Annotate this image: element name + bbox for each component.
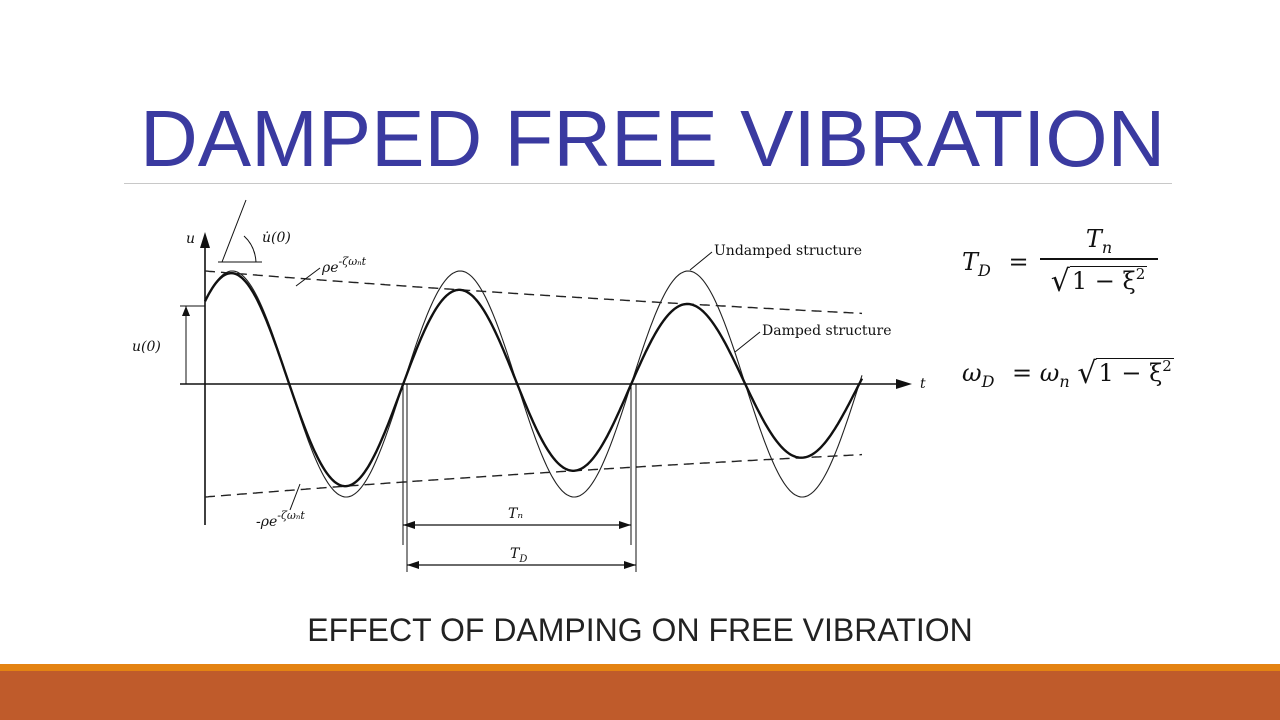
wd-rad-sup: 2 — [1162, 357, 1172, 375]
td-equals: = — [1008, 248, 1029, 276]
envelope-pos-exp: -ζωₙt — [339, 255, 367, 268]
wd-rhs-sub: n — [1059, 372, 1070, 391]
u-dot-0-label: u̇(0) — [262, 230, 291, 246]
envelope-positive — [204, 270, 863, 315]
radical-sign: √ — [1050, 264, 1070, 299]
td-arrow-right — [624, 561, 636, 569]
td-label-sub: D — [518, 554, 527, 565]
damped-leader — [734, 331, 761, 353]
tn-arrow-left — [403, 521, 415, 529]
u0-dimension-arrow — [182, 306, 190, 316]
td-arrow-left — [407, 561, 419, 569]
td-label-base: T — [510, 546, 521, 562]
slope-line — [221, 199, 247, 263]
td-den-sup: 2 — [1135, 265, 1146, 283]
t-axis-arrow — [896, 379, 912, 389]
wd-equals: = ω — [1012, 359, 1060, 387]
wd-rad: 1 − ξ — [1098, 359, 1163, 387]
td-rad-body: 1 − ξ2 — [1069, 265, 1148, 295]
td-fraction: Tn √1 − ξ2 — [1040, 222, 1158, 299]
t-axis-label: t — [920, 376, 926, 392]
u-axis-arrow — [200, 232, 210, 248]
undamped-leader — [689, 251, 713, 271]
envelope-negative — [204, 453, 863, 498]
td-num-base: T — [1085, 225, 1102, 253]
damped-label: Damped structure — [762, 323, 892, 339]
tn-label: Tₙ — [508, 506, 523, 522]
wd-rad-body: 1 − ξ2 — [1096, 357, 1174, 387]
td-equation: TD = — [962, 248, 1029, 280]
td-den: 1 − ξ — [1071, 267, 1136, 295]
undamped-curve — [204, 270, 863, 498]
u-axis-label: u — [186, 231, 195, 247]
wd-lhs: ω — [962, 359, 982, 387]
envelope-neg-label: -ρe-ζωₙt — [256, 509, 305, 530]
title-divider — [124, 183, 1172, 184]
envelope-neg-base: -ρe — [256, 514, 277, 530]
td-lhs: T — [962, 248, 979, 276]
env-pos-leader — [295, 267, 321, 287]
slide-title: DAMPED FREE VIBRATION — [140, 94, 1166, 183]
radical-sign: √ — [1077, 356, 1097, 391]
slope-arc — [243, 235, 257, 263]
undamped-label: Undamped structure — [714, 243, 862, 259]
td-numerator: Tn — [1040, 222, 1158, 257]
envelope-pos-label: ρe-ζωₙt — [321, 255, 367, 276]
env-neg-leader — [289, 483, 301, 511]
td-num-sub: n — [1101, 238, 1113, 257]
td-denominator-sqrt: √1 − ξ2 — [1051, 264, 1148, 299]
slide-caption: EFFECT OF DAMPING ON FREE VIBRATION — [307, 612, 973, 648]
footer-stripe-rust — [0, 671, 1280, 720]
wd-lhs-sub: D — [981, 372, 995, 391]
tn-arrow-right — [619, 521, 631, 529]
td-lhs-sub: D — [978, 261, 991, 280]
damped-curve — [203, 272, 864, 488]
fraction-bar — [1040, 258, 1158, 260]
td-label: TD — [510, 546, 527, 565]
envelope-neg-exp: -ζωₙt — [277, 509, 305, 522]
u-0-label: u(0) — [132, 339, 161, 355]
footer-stripe-orange — [0, 664, 1280, 671]
wd-sqrt: √1 − ξ2 — [1077, 356, 1174, 391]
wd-equation: ωD = ωn √1 − ξ2 — [962, 356, 1174, 391]
envelope-pos-base: ρe — [321, 260, 339, 276]
